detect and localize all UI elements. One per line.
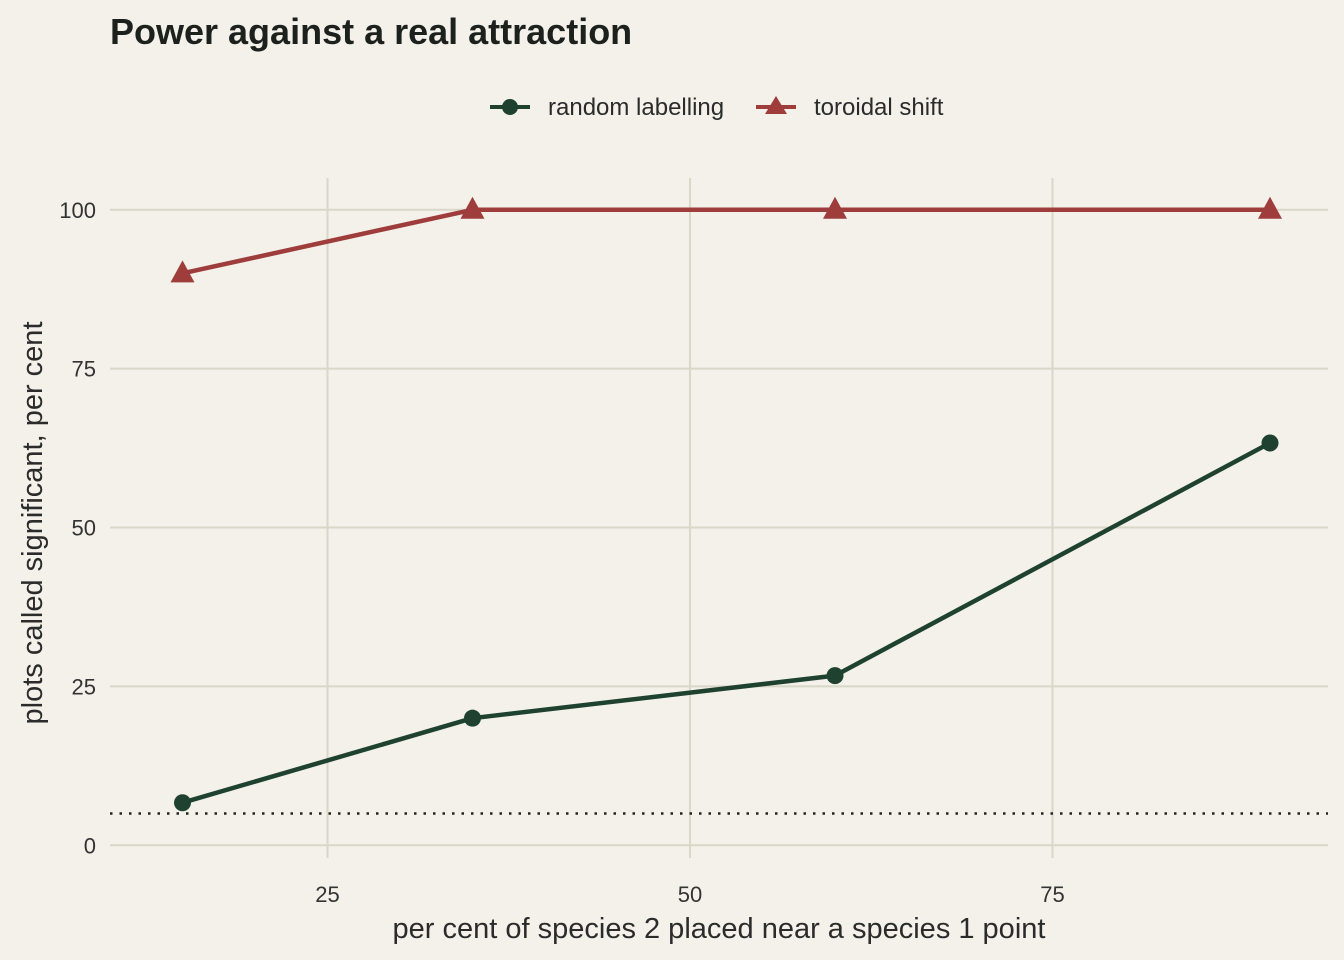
y-tick-label: 25 [72, 674, 96, 699]
y-tick-label: 100 [59, 198, 96, 223]
data-point-random-labelling [826, 667, 844, 685]
data-point-random-labelling [464, 709, 481, 727]
legend-label-random-labelling: random labelling [548, 94, 724, 121]
y-axis-title: plots called significant, per cent [17, 322, 49, 725]
x-tick-label: 25 [315, 882, 339, 907]
x-axis-title: per cent of species 2 placed near a spec… [393, 913, 1046, 945]
y-axis-ticks: 0 25 50 75 100 [59, 198, 96, 859]
legend-label-toroidal-shift: toroidal shift [814, 94, 944, 121]
data-point-toroidal-shift [460, 196, 485, 219]
legend-item-toroidal-shift: toroidal shift [756, 94, 944, 121]
data-point-toroidal-shift [1258, 196, 1282, 219]
data-point-toroidal-shift [170, 260, 195, 283]
legend: random labelling toroidal shift [490, 94, 944, 121]
legend-item-random-labelling: random labelling [490, 94, 724, 121]
y-tick-label: 0 [84, 833, 96, 858]
data-point-random-labelling [174, 794, 191, 812]
plot-area: 0 25 50 75 100 25 50 75 [59, 178, 1328, 907]
y-tick-label: 50 [72, 516, 96, 541]
series-layer [170, 196, 1282, 812]
series-line-random-labelling [181, 441, 1272, 805]
x-tick-label: 75 [1040, 882, 1064, 907]
grid [110, 178, 1328, 858]
series-line-toroidal-shift [182, 207, 1270, 276]
y-tick-label: 75 [72, 357, 96, 382]
legend-marker-triangle [765, 96, 787, 114]
chart-title: Power against a real attraction [110, 11, 632, 52]
legend-marker-circle [502, 99, 518, 115]
data-point-random-labelling [1261, 434, 1279, 452]
x-axis-ticks: 25 50 75 [315, 882, 1064, 907]
x-tick-label: 50 [678, 882, 702, 907]
data-point-toroidal-shift [823, 196, 847, 219]
